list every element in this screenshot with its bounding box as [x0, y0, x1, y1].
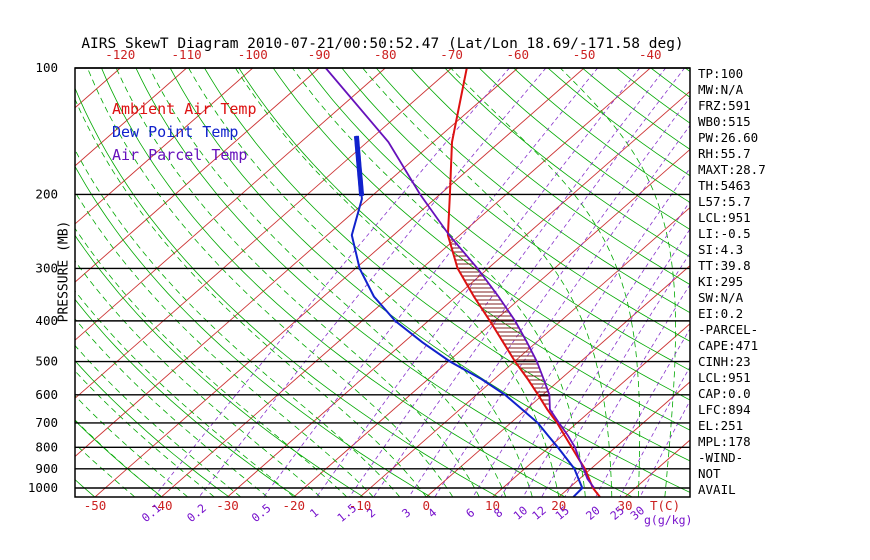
bottom-axis-tick-label: -50: [84, 498, 107, 513]
stat-line: SW:N/A: [698, 290, 744, 305]
top-axis-tick-label: -40: [639, 47, 662, 62]
stat-line: NOT: [698, 466, 721, 481]
stat-line: LCL:951: [698, 370, 751, 385]
plot-frame: [74, 67, 691, 498]
moist-adiabat-lines: [75, 68, 676, 497]
stat-line: CAPE:471: [698, 338, 759, 353]
pressure-tick-label: 200: [35, 186, 58, 201]
legend-item: Ambient Air Temp: [112, 100, 257, 118]
mixing-ratio-label: 25: [607, 503, 627, 523]
stat-line: -WIND-: [698, 450, 744, 465]
top-axis-tick-label: -60: [507, 47, 530, 62]
legend: Ambient Air Temp Dew Point Temp Air Parcel…: [112, 98, 257, 167]
legend-item: Air Parcel Temp: [112, 146, 248, 164]
pressure-tick-label: 100: [35, 60, 58, 75]
bottom-axis-tick-labels: -50 -40 -30 -20 -10 0 10 20 30 T(C): [84, 498, 680, 513]
stat-line: TT:39.8: [698, 258, 751, 273]
top-axis-tick-label: -90: [308, 47, 331, 62]
pressure-tick-label: 500: [35, 354, 58, 369]
parcel-curve: [325, 68, 595, 489]
top-axis-tick-label: -70: [440, 47, 463, 62]
stat-line: MAXT:28.7: [698, 162, 766, 177]
pressure-tick-label: 1000: [28, 480, 58, 495]
legend-item: Dew Point Temp: [112, 123, 239, 141]
mixing-axis-unit-label: g(g/kg): [644, 513, 692, 527]
dewpoint-curve: [350, 135, 584, 497]
bottom-axis-tick-label: 0: [423, 498, 431, 513]
pressure-axis-label: PRESSURE (MB): [56, 220, 72, 323]
pressure-tick-label: 300: [35, 260, 58, 275]
stat-line: CAP:0.0: [698, 386, 751, 401]
stat-line: LI:-0.5: [698, 226, 751, 241]
mixing-ratio-label: 0.2: [184, 501, 209, 525]
top-axis-tick-labels: -120 -110 -100 -90 -80 -70 -60 -50 -40: [105, 47, 661, 62]
stat-line: TH:5463: [698, 178, 751, 193]
bottom-axis-tick-label: -10: [349, 498, 372, 513]
mixing-ratio-label: 6: [463, 505, 477, 520]
stat-line: EI:0.2: [698, 306, 744, 321]
stat-line: -PARCEL-: [698, 322, 759, 337]
pressure-tick-label: 600: [35, 387, 58, 402]
cape-hatch: [449, 239, 550, 405]
bottom-axis-tick-label: -40: [150, 498, 173, 513]
mixing-ratio-label: 2: [364, 505, 378, 520]
mixing-ratio-label: 3: [399, 505, 413, 520]
stat-line: SI:4.3: [698, 242, 744, 257]
pressure-tick-labels: 100 200 300 400 500 600 700 800 900 1000: [28, 60, 58, 495]
top-axis-tick-label: -100: [238, 47, 268, 62]
mixing-ratio-label: 8: [491, 505, 505, 520]
pressure-tick-label: 400: [35, 313, 58, 328]
bottom-axis-tick-label: 30: [617, 498, 632, 513]
stat-line: FRZ:591: [698, 98, 751, 113]
temp-curve: [446, 68, 601, 497]
stat-line: EL:251: [698, 418, 744, 433]
bottom-axis-tick-label: -30: [216, 498, 239, 513]
stat-line: WB0:515: [698, 114, 751, 129]
mixing-ratio-label: 20: [583, 503, 603, 523]
stat-line: AVAIL: [698, 482, 736, 497]
pressure-tick-label: 700: [35, 415, 58, 430]
mixing-ratio-label: 1: [307, 505, 321, 520]
stat-line: TP:100: [698, 66, 744, 81]
dry-adiabat-lines: [75, 68, 690, 497]
bottom-axis-tick-label: 20: [551, 498, 566, 513]
stat-line: L57:5.7: [698, 194, 751, 209]
stats-panel: TP:100 MW:N/A FRZ:591 WB0:515 PW:26.60 RH:55.…: [698, 66, 766, 498]
mixing-ratio-label: 15: [552, 503, 572, 523]
stat-line: PW:26.60: [698, 130, 759, 145]
isotherm-lines: [75, 68, 690, 497]
pressure-tick-label: 900: [35, 461, 58, 476]
top-axis-tick-label: -50: [573, 47, 596, 62]
pressure-tick-label: 800: [35, 439, 58, 454]
stat-line: MPL:178: [698, 434, 751, 449]
temp-axis-unit-label: T(C): [650, 498, 680, 513]
mixing-ratio-label: 0.5: [249, 501, 274, 525]
mixing-ratio-label: 4: [425, 505, 439, 520]
stat-line: LFC:894: [698, 402, 751, 417]
mixing-ratio-label: 12: [529, 503, 549, 523]
chart-title: AIRS SkewT Diagram 2010-07-21/00:50:52.4…: [81, 36, 684, 52]
top-axis-tick-label: -110: [172, 47, 202, 62]
stat-line: CINH:23: [698, 354, 751, 369]
mixing-ratio-label: 10: [511, 503, 531, 523]
stat-line: MW:N/A: [698, 82, 744, 97]
stat-line: KI:295: [698, 274, 744, 289]
bottom-axis-tick-label: 10: [485, 498, 500, 513]
stat-line: RH:55.7: [698, 146, 751, 161]
top-axis-tick-label: -80: [374, 47, 397, 62]
stat-line: LCL:951: [698, 210, 751, 225]
mixing-ratio-lines: [153, 68, 690, 497]
bottom-axis-tick-label: -20: [283, 498, 306, 513]
top-axis-tick-label: -120: [105, 47, 135, 62]
